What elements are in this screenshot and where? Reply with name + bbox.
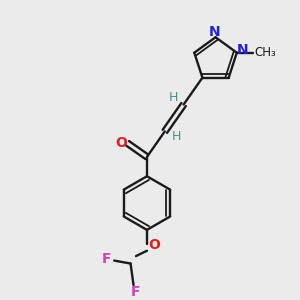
- Text: H: H: [172, 130, 181, 143]
- Text: F: F: [130, 285, 140, 298]
- Text: CH₃: CH₃: [255, 46, 277, 59]
- Text: N: N: [208, 25, 220, 39]
- Text: F: F: [102, 252, 112, 266]
- Text: H: H: [169, 92, 178, 104]
- Text: O: O: [115, 136, 127, 150]
- Text: O: O: [148, 238, 160, 252]
- Text: N: N: [236, 43, 248, 57]
